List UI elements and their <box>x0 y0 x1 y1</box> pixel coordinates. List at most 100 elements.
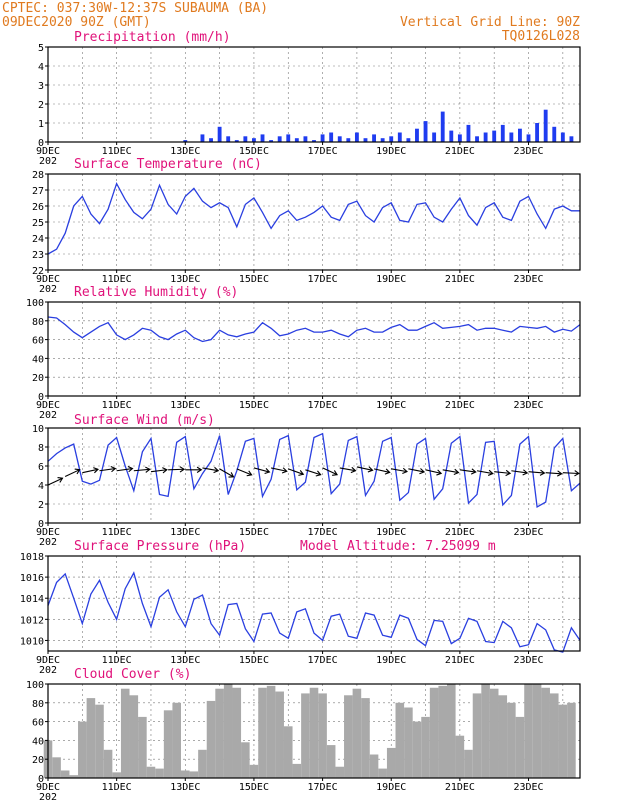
wind-arrow-head <box>384 468 391 475</box>
humidity-x-tick-label: 17DEC <box>308 400 338 411</box>
header-location: CPTEC: 037:30W-12:37S SUBAUMA (BA) <box>2 1 268 16</box>
cloud-cover-bar <box>181 770 190 778</box>
cloud-cover-bar <box>146 766 156 778</box>
precipitation-y-tick-label: 1 <box>38 119 44 130</box>
cloud-cover-y-tick-label: 20 <box>32 755 44 766</box>
humidity-x-tick-label: 9DEC <box>36 400 60 411</box>
temperature-line <box>47 181 580 255</box>
model-altitude-label: Model Altitude: 7.25099 m <box>300 539 496 554</box>
wind-x-tick-label: 11DEC <box>102 527 132 538</box>
cloud-cover-bar <box>361 698 370 778</box>
wind-arrow-shaft <box>339 467 356 472</box>
cloud-cover-bar <box>155 768 164 778</box>
precipitation-y-tick-label: 0 <box>38 138 44 149</box>
cloud-cover-y-tick-label: 0 <box>38 774 44 785</box>
cloud-cover-bar <box>412 721 422 778</box>
cloud-cover-bar <box>138 716 147 778</box>
panel-temperature: Surface Temperature (nC) 22232425262728 … <box>32 157 581 295</box>
cloud-cover-x-tick-label: 9DEC <box>36 782 60 793</box>
temperature-y-tick-label: 26 <box>32 202 44 213</box>
precipitation-y-ticks: 0 1 2 3 4 5 <box>38 43 48 149</box>
cloud-cover-bar <box>326 745 336 778</box>
precipitation-bar <box>560 132 565 142</box>
cloud-cover-y-tick-label: 40 <box>32 736 44 747</box>
pressure-frame <box>47 555 581 652</box>
wind-arrow-head <box>574 470 580 477</box>
cloud-cover-y-tick-label: 100 <box>26 680 44 691</box>
temperature-x-tick-label: 9DEC <box>36 274 60 285</box>
precipitation-x-tick-label: 9DEC <box>36 146 60 157</box>
temperature-frame <box>47 173 581 271</box>
wind-x-tick-label: 17DEC <box>308 527 338 538</box>
wind-arrow-shaft <box>82 468 99 474</box>
precipitation-bar <box>389 136 394 142</box>
wind-arrow-shaft <box>99 467 116 472</box>
pressure-line <box>47 571 581 653</box>
temperature-x-tick-label: 23DEC <box>513 274 543 285</box>
cloud-cover-bar <box>112 772 121 778</box>
precipitation-bar <box>457 134 462 142</box>
cloud-cover-bar <box>386 747 396 778</box>
precipitation-x-tick-label: 23DEC <box>513 146 543 157</box>
cloud-cover-bar <box>507 702 516 778</box>
cloud-cover-bar <box>275 691 284 778</box>
cloud-cover-bar <box>198 749 207 778</box>
wind-arrow-shaft <box>168 468 185 471</box>
cloud-cover-frame <box>47 683 581 779</box>
precipitation-bar <box>337 136 342 142</box>
precipitation-bar <box>209 138 213 142</box>
precipitation-x-tick-label: 11DEC <box>102 146 132 157</box>
precipitation-bar <box>303 136 308 142</box>
humidity-x-tick-label: 23DEC <box>513 400 543 411</box>
pressure-series <box>47 571 581 653</box>
cloud-cover-x-tick-label: 23DEC <box>513 782 543 793</box>
cloud-cover-bar <box>283 726 293 778</box>
precipitation-bar <box>226 136 231 142</box>
cloud-cover-bar <box>249 764 259 778</box>
cloud-cover-bar <box>567 702 576 778</box>
wind-line <box>47 432 581 508</box>
cloud-cover-bar <box>421 716 430 778</box>
cloud-cover-bar <box>404 707 413 778</box>
temperature-y-tick-label: 28 <box>32 170 44 181</box>
wind-arrow-head <box>74 468 81 475</box>
wind-arrow-shaft <box>270 467 287 472</box>
humidity-y-tick-label: 20 <box>32 373 44 384</box>
wind-arrow-head <box>110 465 117 473</box>
wind-frame <box>47 427 581 524</box>
cloud-cover-bar <box>241 742 250 778</box>
wind-arrow-shaft <box>150 469 167 473</box>
wind-arrow-head <box>179 466 186 473</box>
temperature-y-tick-label: 27 <box>32 186 44 197</box>
pressure-y-tick-label: 1016 <box>20 573 44 584</box>
precipitation-bar <box>509 132 514 142</box>
wind-title: Surface Wind (m/s) <box>74 413 215 428</box>
cloud-cover-y-tick-label: 60 <box>32 718 44 729</box>
wind-arrow-head <box>332 470 339 476</box>
temperature-x-tick-label: 17DEC <box>308 274 338 285</box>
precipitation-grid <box>47 46 580 143</box>
temperature-y-ticks: 22 23 24 25 26 27 28 <box>32 170 48 277</box>
cloud-cover-bar <box>318 693 327 778</box>
wind-arrow-shaft <box>116 467 133 472</box>
wind-arrow-shaft <box>511 470 528 474</box>
temperature-y-tick-label: 23 <box>32 250 44 261</box>
temperature-x-tick-label: 11DEC <box>102 274 132 285</box>
precipitation-bar <box>526 134 531 142</box>
cloud-cover-bar <box>301 693 310 778</box>
precipitation-bar <box>252 138 256 142</box>
precipitation-title: Precipitation (mm/h) <box>74 30 231 45</box>
cloud-cover-x-ticks: 9DEC 11DEC 13DEC 15DEC 17DEC 19DEC 21DEC 23DEC 2… <box>36 778 544 800</box>
wind-arrow-head <box>367 466 374 473</box>
cloud-cover-bar <box>481 684 490 778</box>
wind-y-tick-label: 6 <box>38 462 44 473</box>
wind-arrow-head <box>315 470 322 477</box>
cloud-cover-x-tick-label: 19DEC <box>376 782 406 793</box>
wind-arrow-shaft <box>459 469 476 473</box>
precipitation-bar <box>380 138 385 142</box>
pressure-grid <box>47 555 580 651</box>
cloud-cover-bar <box>309 687 319 778</box>
precipitation-bar <box>569 136 574 142</box>
temperature-x-tick-label: 21DEC <box>445 274 475 285</box>
